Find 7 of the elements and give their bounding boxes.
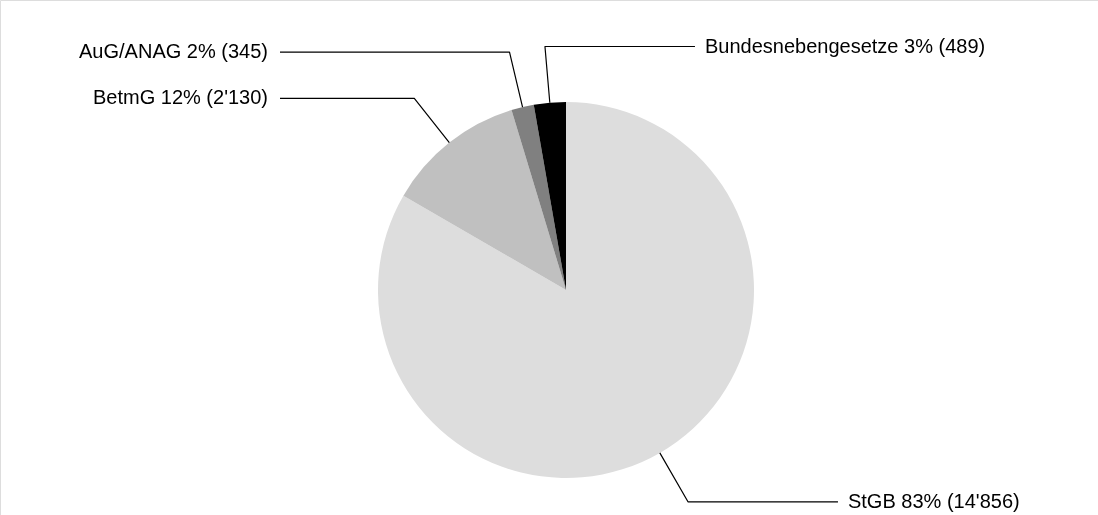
slice-label: AuG/ANAG 2% (345) — [79, 40, 268, 63]
slice-label: BetmG 12% (2'130) — [92, 86, 268, 109]
pie-slice — [403, 110, 566, 290]
slice-label: Bundesnebengesetze 3% (489) — [704, 34, 986, 57]
pie-slice — [511, 104, 566, 290]
slice-label: StGB 83% (14'856) — [847, 489, 1020, 512]
pie-slice — [378, 102, 754, 478]
